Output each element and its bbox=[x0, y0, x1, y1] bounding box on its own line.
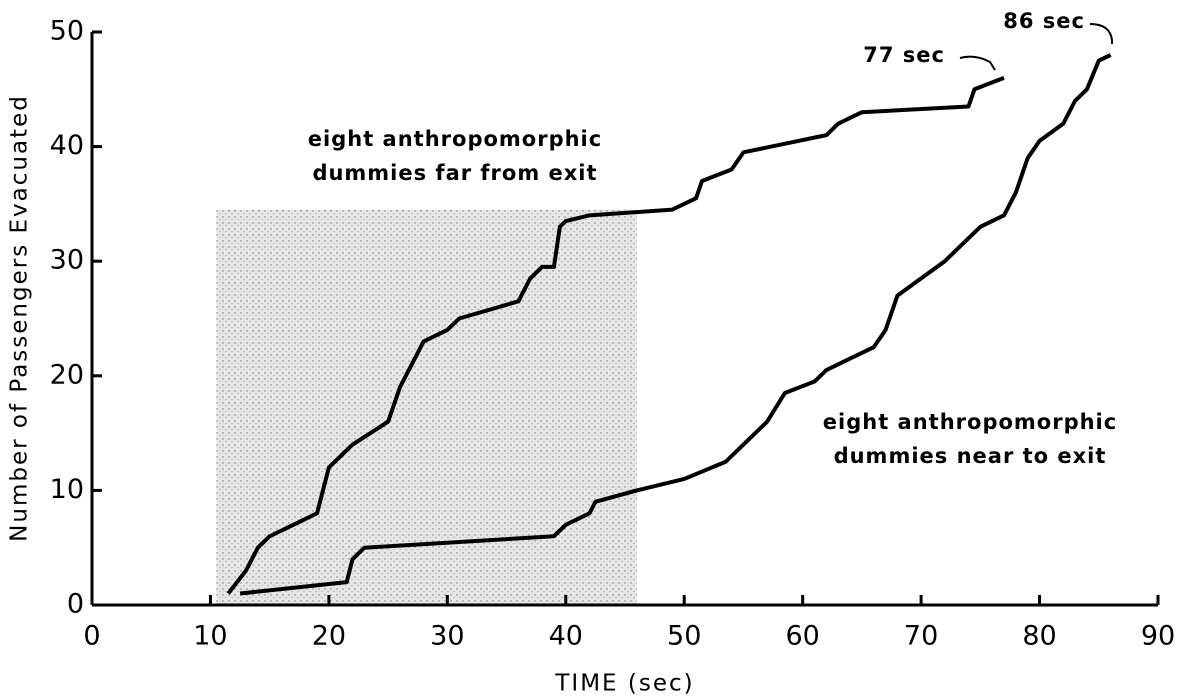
annotation: dummies near to exit bbox=[834, 444, 1107, 468]
y-tick-label: 40 bbox=[50, 130, 84, 161]
x-tick-label: 80 bbox=[1022, 621, 1056, 652]
annotation: eight anthropomorphic bbox=[308, 127, 602, 151]
y-tick-label: 30 bbox=[50, 245, 84, 276]
y-tick-label: 20 bbox=[50, 359, 84, 390]
series-line bbox=[239, 53, 1112, 596]
x-tick-label: 60 bbox=[785, 621, 819, 652]
series-line bbox=[226, 75, 1005, 595]
annotation: dummies far from exit bbox=[312, 161, 597, 185]
x-tick-label: 40 bbox=[549, 621, 583, 652]
x-tick-label: 30 bbox=[430, 621, 464, 652]
arrow bbox=[959, 55, 996, 71]
x-axis-label: TIME (sec) bbox=[554, 671, 694, 697]
annotation: 77 sec bbox=[863, 43, 945, 67]
x-tick-label: 70 bbox=[904, 621, 938, 652]
shaded-region bbox=[216, 209, 637, 605]
y-axis-label: Number of Passengers Evacuated bbox=[7, 94, 33, 542]
annotation: eight anthropomorphic bbox=[823, 410, 1117, 434]
y-tick-label: 0 bbox=[67, 589, 84, 620]
x-tick-label: 0 bbox=[83, 621, 100, 652]
x-tick-label: 10 bbox=[193, 621, 227, 652]
annotation: 86 sec bbox=[1003, 9, 1085, 33]
x-tick-label: 90 bbox=[1141, 621, 1175, 652]
arrow bbox=[1089, 23, 1113, 44]
y-tick-label: 10 bbox=[50, 474, 84, 505]
x-tick-label: 20 bbox=[312, 621, 346, 652]
x-tick-label: 50 bbox=[667, 621, 701, 652]
y-tick-label: 50 bbox=[50, 16, 84, 47]
